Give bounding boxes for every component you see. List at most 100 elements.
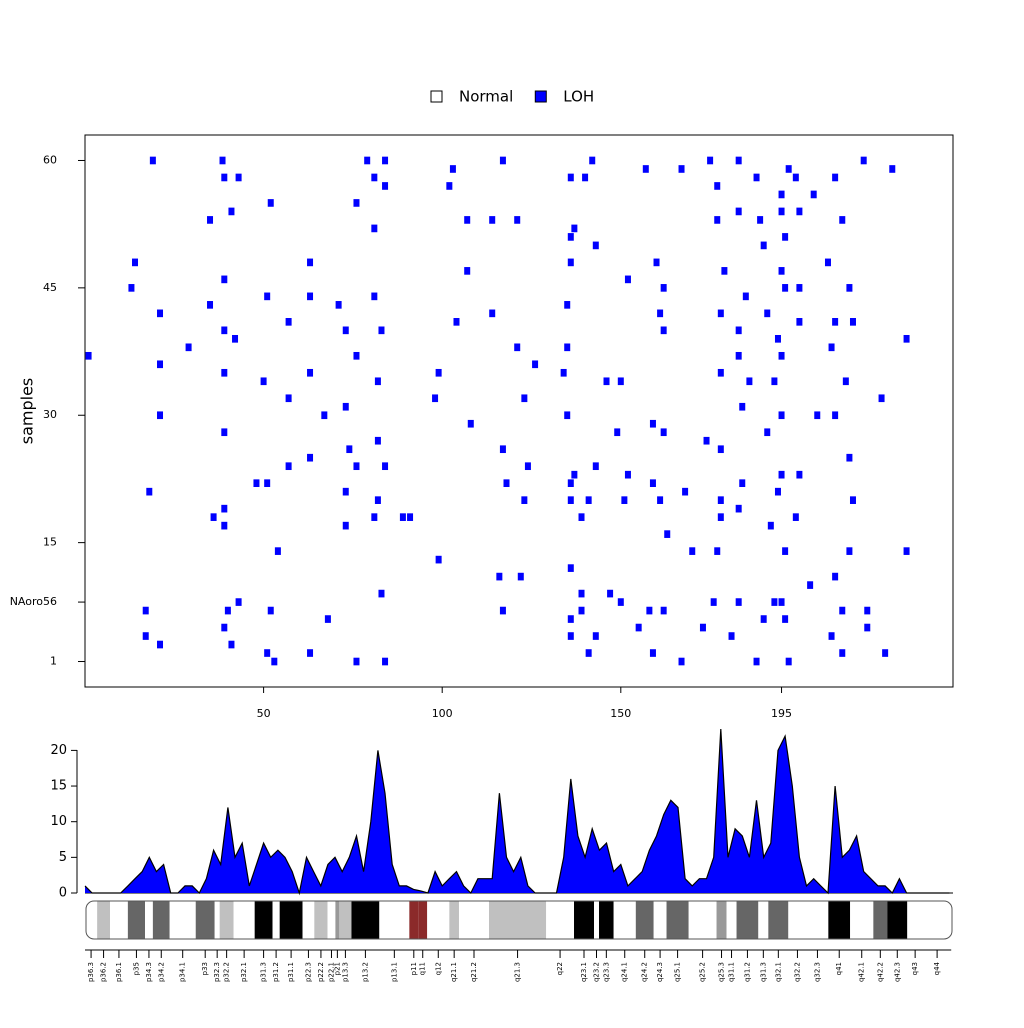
y-tick-label: 15 <box>50 779 67 794</box>
band <box>635 901 654 939</box>
band-label: q24.2 <box>641 962 649 982</box>
loh-tile <box>207 301 214 309</box>
band <box>335 901 340 939</box>
loh-tile <box>224 606 231 615</box>
loh-tile <box>721 267 728 275</box>
loh-tile <box>814 411 821 420</box>
loh-tile <box>767 521 774 530</box>
loh-tile <box>774 334 781 343</box>
loh-tile <box>157 309 164 318</box>
loh-tile <box>464 267 471 275</box>
band-label: q32.2 <box>793 962 801 982</box>
loh-tile <box>364 156 371 165</box>
loh-tile <box>782 615 789 623</box>
loh-tile <box>271 657 278 666</box>
loh-tile <box>582 173 589 182</box>
loh-tile <box>785 657 792 666</box>
area-fill <box>85 729 950 893</box>
band-label: p36.2 <box>100 962 108 982</box>
band <box>254 901 273 939</box>
loh-tile <box>435 368 442 377</box>
loh-tile <box>307 649 314 657</box>
loh-tile <box>346 445 353 454</box>
loh-tile <box>371 292 378 301</box>
loh-tile <box>453 318 460 326</box>
loh-tile <box>792 173 799 182</box>
loh-tile <box>824 258 831 267</box>
loh-tile <box>235 598 242 606</box>
band-label: q31.3 <box>759 962 767 982</box>
band <box>302 901 315 939</box>
band <box>488 901 547 939</box>
y-tick-label: 5 <box>59 850 67 865</box>
loh-tile <box>785 165 792 173</box>
legend-label: LOH <box>563 88 594 106</box>
loh-tile <box>142 632 149 640</box>
loh-tile <box>689 547 696 555</box>
band <box>594 901 600 939</box>
loh-tile <box>778 351 785 360</box>
band <box>546 901 575 939</box>
loh-tile <box>846 284 853 292</box>
loh-tile <box>221 521 228 530</box>
band-label: q24.1 <box>621 962 629 982</box>
loh-tile <box>142 606 149 615</box>
loh-tile <box>564 411 571 420</box>
loh-tile <box>374 436 381 445</box>
y-tick-label: 30 <box>43 408 57 421</box>
x-tick-label: 100 <box>432 707 453 720</box>
loh-tile <box>342 521 349 530</box>
loh-tile <box>782 547 789 555</box>
loh-tile <box>264 292 271 301</box>
band-label: p34.1 <box>179 962 187 982</box>
loh-tile <box>221 368 228 377</box>
band-label: q21.2 <box>470 962 478 982</box>
loh-tile <box>717 513 724 521</box>
band <box>351 901 380 939</box>
loh-tile <box>796 284 803 292</box>
loh-tile <box>353 462 360 471</box>
loh-tile <box>682 487 689 496</box>
band-label: p36.3 <box>87 962 95 982</box>
y-tick-label: 20 <box>50 743 67 758</box>
loh-tile <box>532 360 539 369</box>
band-label: q23.3 <box>602 962 610 982</box>
loh-tile <box>624 275 631 284</box>
loh-tile <box>649 479 656 488</box>
loh-tile <box>399 513 406 521</box>
loh-tile <box>664 530 671 538</box>
loh-tile <box>607 589 614 598</box>
loh-tile <box>285 394 292 403</box>
band-label: p35 <box>132 962 140 975</box>
loh-tile <box>264 649 271 657</box>
loh-tile <box>496 572 503 581</box>
loh-tile <box>603 377 610 386</box>
y-tick-label: 0 <box>59 886 67 901</box>
band <box>599 901 614 939</box>
loh-tile <box>678 657 685 666</box>
loh-tile <box>714 216 721 224</box>
band <box>758 901 769 939</box>
loh-tile <box>849 496 856 504</box>
loh-tile <box>621 496 628 504</box>
plot-frame <box>84 134 954 688</box>
loh-tile <box>778 190 785 199</box>
loh-tile <box>653 258 660 267</box>
loh-tile <box>589 156 596 165</box>
loh-tile <box>878 394 885 403</box>
band <box>327 901 336 939</box>
legend-swatch <box>430 90 443 103</box>
loh-tile <box>864 623 871 632</box>
band-label: p32.3 <box>213 962 221 982</box>
loh-tile <box>260 377 267 386</box>
loh-tile <box>839 216 846 224</box>
band <box>736 901 759 939</box>
loh-tile <box>796 470 803 479</box>
loh-tile <box>842 377 849 386</box>
loh-tile <box>382 462 389 471</box>
band <box>279 901 303 939</box>
y-tick-label: NAoro56 <box>10 595 57 608</box>
loh-tile <box>614 428 621 437</box>
loh-tile <box>149 156 156 165</box>
